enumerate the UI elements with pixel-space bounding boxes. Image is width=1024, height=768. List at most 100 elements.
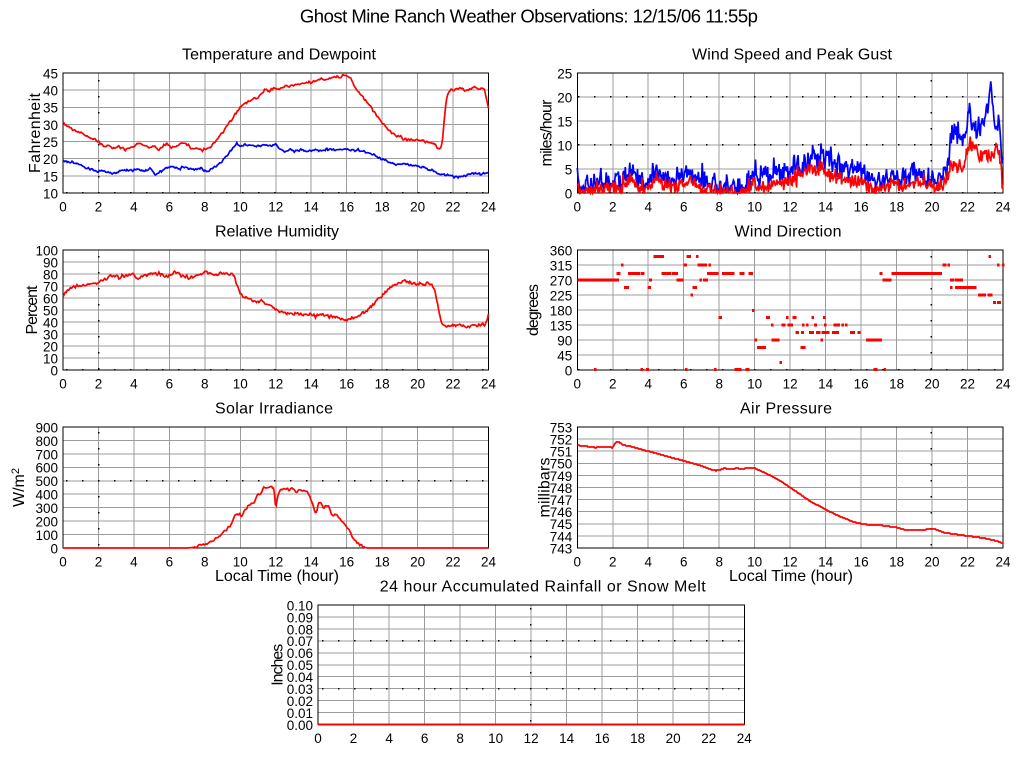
svg-text:22: 22 bbox=[960, 377, 975, 392]
svg-text:10: 10 bbox=[233, 377, 248, 392]
svg-text:22: 22 bbox=[960, 555, 975, 570]
svg-text:12: 12 bbox=[783, 555, 798, 570]
svg-text:12: 12 bbox=[783, 377, 798, 392]
svg-text:6: 6 bbox=[680, 377, 688, 392]
svg-text:8: 8 bbox=[715, 377, 723, 392]
svg-text:8: 8 bbox=[715, 200, 723, 215]
svg-text:22: 22 bbox=[445, 200, 460, 215]
svg-text:0.00: 0.00 bbox=[287, 718, 313, 733]
svg-text:0.09: 0.09 bbox=[287, 610, 313, 625]
svg-text:0.01: 0.01 bbox=[287, 706, 313, 721]
svg-text:6: 6 bbox=[166, 555, 174, 570]
svg-text:8: 8 bbox=[456, 731, 464, 746]
svg-text:800: 800 bbox=[35, 434, 58, 449]
svg-text:0: 0 bbox=[574, 377, 582, 392]
svg-text:16: 16 bbox=[854, 377, 869, 392]
svg-text:270: 270 bbox=[550, 273, 573, 288]
svg-text:12: 12 bbox=[268, 377, 283, 392]
svg-text:0: 0 bbox=[565, 186, 573, 201]
svg-text:753: 753 bbox=[550, 420, 573, 435]
svg-text:16: 16 bbox=[595, 731, 610, 746]
svg-text:18: 18 bbox=[889, 377, 904, 392]
svg-text:22: 22 bbox=[445, 377, 460, 392]
svg-text:0: 0 bbox=[50, 363, 58, 378]
svg-text:751: 751 bbox=[550, 445, 573, 460]
svg-text:22: 22 bbox=[960, 200, 975, 215]
svg-text:4: 4 bbox=[644, 377, 652, 392]
svg-text:6: 6 bbox=[166, 377, 174, 392]
svg-text:70: 70 bbox=[43, 279, 58, 294]
svg-text:12: 12 bbox=[783, 200, 798, 215]
svg-text:15: 15 bbox=[43, 169, 58, 184]
svg-text:16: 16 bbox=[339, 200, 354, 215]
svg-text:22: 22 bbox=[701, 731, 716, 746]
svg-text:6: 6 bbox=[166, 200, 174, 215]
svg-text:20: 20 bbox=[410, 200, 425, 215]
svg-text:743: 743 bbox=[550, 541, 573, 556]
svg-text:24: 24 bbox=[481, 555, 497, 570]
svg-text:744: 744 bbox=[550, 529, 573, 544]
svg-text:10: 10 bbox=[557, 138, 572, 153]
svg-text:4: 4 bbox=[130, 555, 138, 570]
svg-text:14: 14 bbox=[818, 200, 834, 215]
svg-text:90: 90 bbox=[43, 255, 58, 270]
svg-text:80: 80 bbox=[43, 267, 58, 282]
svg-text:0: 0 bbox=[565, 363, 573, 378]
svg-text:0: 0 bbox=[59, 555, 67, 570]
svg-text:0: 0 bbox=[574, 555, 582, 570]
svg-text:18: 18 bbox=[375, 200, 390, 215]
svg-text:2: 2 bbox=[95, 555, 103, 570]
svg-text:degrees: degrees bbox=[525, 284, 542, 336]
svg-text:14: 14 bbox=[304, 377, 320, 392]
svg-text:14: 14 bbox=[304, 555, 320, 570]
svg-text:Inches: Inches bbox=[270, 644, 287, 686]
svg-text:225: 225 bbox=[550, 288, 573, 303]
svg-text:0.07: 0.07 bbox=[287, 634, 313, 649]
svg-text:10: 10 bbox=[747, 200, 762, 215]
svg-text:600: 600 bbox=[35, 461, 58, 476]
svg-text:24: 24 bbox=[481, 200, 497, 215]
svg-text:35: 35 bbox=[43, 101, 58, 116]
svg-text:millibars: millibars bbox=[537, 458, 554, 518]
svg-text:Ghost Mine Ranch Weather Obser: Ghost Mine Ranch Weather Observations: 1… bbox=[300, 5, 758, 26]
svg-text:miles/hour: miles/hour bbox=[539, 99, 556, 167]
svg-text:20: 20 bbox=[557, 90, 572, 105]
svg-text:2: 2 bbox=[609, 555, 617, 570]
svg-text:0.06: 0.06 bbox=[287, 646, 313, 661]
svg-text:752: 752 bbox=[550, 433, 573, 448]
svg-text:20: 20 bbox=[924, 200, 939, 215]
svg-text:315: 315 bbox=[550, 258, 573, 273]
svg-text:45: 45 bbox=[557, 348, 572, 363]
svg-text:25: 25 bbox=[43, 135, 58, 150]
svg-text:200: 200 bbox=[35, 515, 58, 530]
svg-text:4: 4 bbox=[644, 555, 652, 570]
svg-text:10: 10 bbox=[43, 351, 58, 366]
svg-text:20: 20 bbox=[410, 377, 425, 392]
svg-text:747: 747 bbox=[550, 493, 573, 508]
svg-text:15: 15 bbox=[557, 114, 572, 129]
svg-text:Fahrenheit: Fahrenheit bbox=[27, 92, 44, 173]
svg-text:8: 8 bbox=[201, 555, 209, 570]
svg-text:500: 500 bbox=[35, 474, 58, 489]
svg-text:Wind Direction: Wind Direction bbox=[735, 224, 842, 241]
svg-text:24 hour Accumulated Rainfall o: 24 hour Accumulated Rainfall or Snow Mel… bbox=[380, 579, 707, 596]
svg-text:40: 40 bbox=[43, 315, 58, 330]
svg-text:4: 4 bbox=[385, 731, 393, 746]
svg-text:100: 100 bbox=[35, 528, 58, 543]
svg-text:0: 0 bbox=[59, 200, 67, 215]
svg-text:Local Time (hour): Local Time (hour) bbox=[215, 568, 339, 585]
svg-text:4: 4 bbox=[644, 200, 652, 215]
svg-text:400: 400 bbox=[35, 488, 58, 503]
svg-text:749: 749 bbox=[550, 469, 573, 484]
svg-text:0.02: 0.02 bbox=[287, 694, 313, 709]
svg-text:14: 14 bbox=[818, 555, 834, 570]
svg-text:0: 0 bbox=[59, 377, 67, 392]
svg-text:4: 4 bbox=[130, 200, 138, 215]
svg-text:16: 16 bbox=[854, 555, 869, 570]
svg-text:30: 30 bbox=[43, 118, 58, 133]
svg-text:12: 12 bbox=[268, 200, 283, 215]
svg-text:50: 50 bbox=[43, 303, 58, 318]
svg-text:100: 100 bbox=[35, 243, 58, 258]
svg-text:5: 5 bbox=[565, 162, 573, 177]
svg-text:135: 135 bbox=[550, 318, 573, 333]
